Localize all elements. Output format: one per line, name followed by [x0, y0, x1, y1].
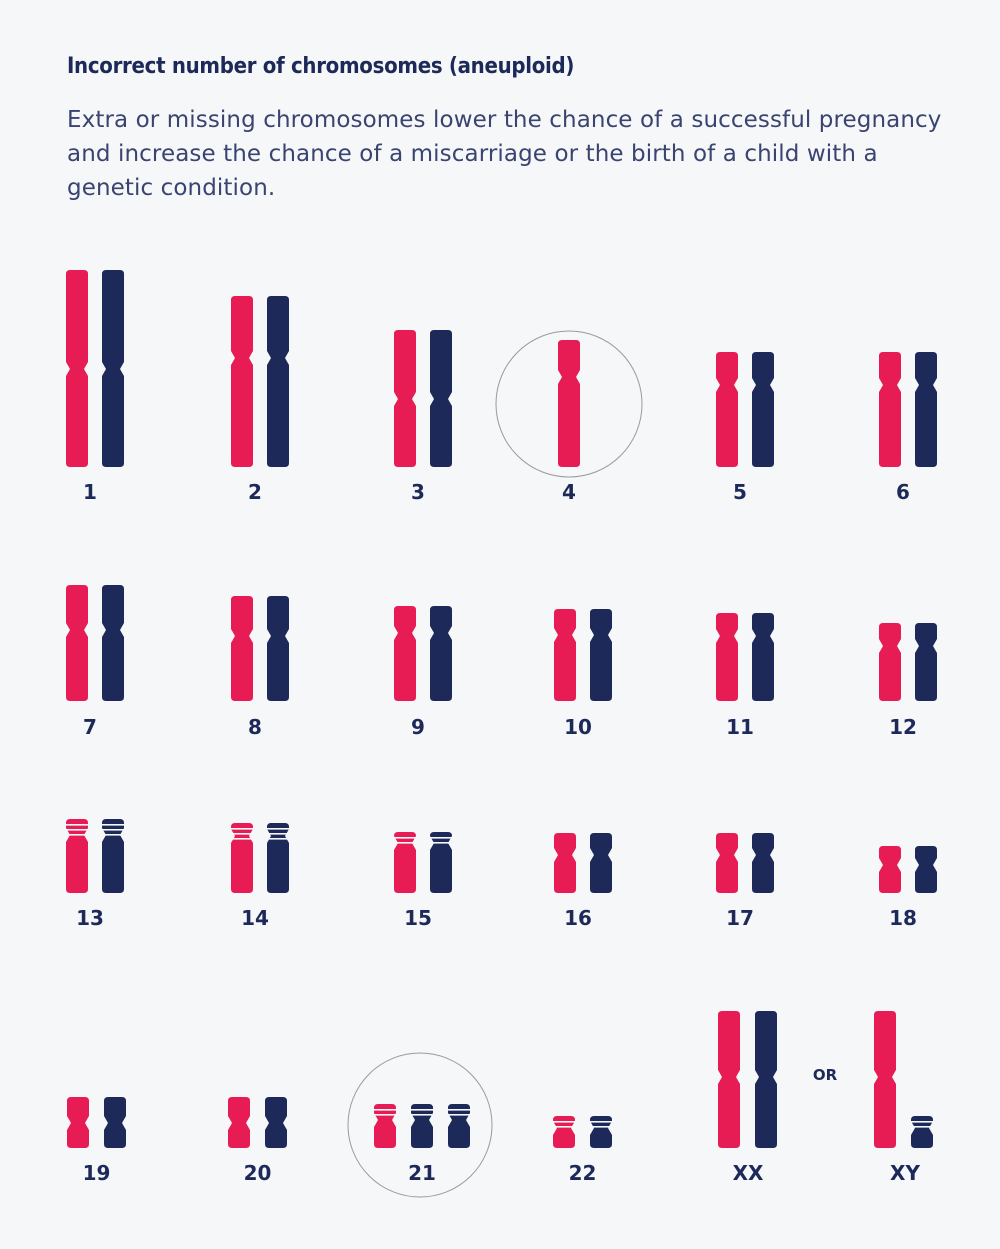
chromosome-label: 5 — [733, 480, 747, 504]
chromosome-8: 8 — [231, 596, 289, 739]
chromosome-label: 18 — [889, 906, 917, 930]
chromosome-label: 22 — [569, 1161, 597, 1185]
chromosome-6: 6 — [879, 352, 937, 504]
chromosome-20: 20 — [228, 1097, 287, 1185]
sex-chromosomes-xx: XX — [718, 1011, 777, 1185]
chromosome-18: 18 — [879, 846, 937, 930]
chromosome-label: 8 — [248, 715, 262, 739]
chromosome-14: 14 — [230, 823, 290, 930]
chromosome-label: 14 — [241, 906, 269, 930]
highlight-circle — [347, 1052, 493, 1198]
chromosome-label: 12 — [889, 715, 917, 739]
chromosome-17: 17 — [716, 833, 774, 930]
chromosome-label: 3 — [411, 480, 425, 504]
chromosome-21: 21 — [347, 1052, 493, 1198]
chromosome-10: 10 — [554, 609, 612, 739]
highlight-circle — [495, 330, 643, 478]
chromosome-9: 9 — [394, 606, 452, 739]
page-description: Extra or missing chromosomes lower the c… — [67, 107, 942, 201]
or-separator: OR — [813, 1066, 838, 1084]
chromosome-4: 4 — [495, 330, 643, 504]
chromosome-label: 7 — [83, 715, 97, 739]
chromosome-label: 21 — [408, 1161, 436, 1185]
chromosome-2: 2 — [231, 296, 289, 504]
chromosome-1: 1 — [66, 270, 124, 504]
chromosome-label: 2 — [248, 480, 262, 504]
chromosome-label: 20 — [244, 1161, 272, 1185]
chromosome-7: 7 — [66, 585, 124, 739]
chromosome-label: 17 — [726, 906, 754, 930]
chromosome-12: 12 — [879, 623, 937, 739]
chromosome-label: 11 — [726, 715, 754, 739]
chromosome-label: 9 — [411, 715, 425, 739]
chromosome-label: 16 — [564, 906, 592, 930]
chromosome-3: 3 — [394, 330, 452, 504]
chromosome-label: 1 — [83, 480, 97, 504]
chromosome-11: 11 — [716, 613, 774, 739]
page-title: Incorrect number of chromosomes (aneuplo… — [67, 54, 575, 79]
chromosome-15: 15 — [393, 832, 453, 930]
chromosome-label: 19 — [83, 1161, 111, 1185]
chromosome-16: 16 — [554, 833, 612, 930]
chromosome-22: 22 — [552, 1116, 613, 1185]
sex-label-xx: XX — [733, 1161, 764, 1185]
chromosome-5: 5 — [716, 352, 774, 504]
sex-label-xy: XY — [890, 1161, 920, 1185]
chromosome-label: 4 — [562, 480, 576, 504]
sex-chromosomes-xy: XY — [874, 1011, 934, 1185]
chromosome-label: 10 — [564, 715, 592, 739]
chromosome-label: 15 — [404, 906, 432, 930]
chromosome-19: 19 — [67, 1097, 126, 1185]
chromosome-13: 13 — [65, 819, 125, 930]
chromosome-label: 6 — [896, 480, 910, 504]
chromosome-label: 13 — [76, 906, 104, 930]
